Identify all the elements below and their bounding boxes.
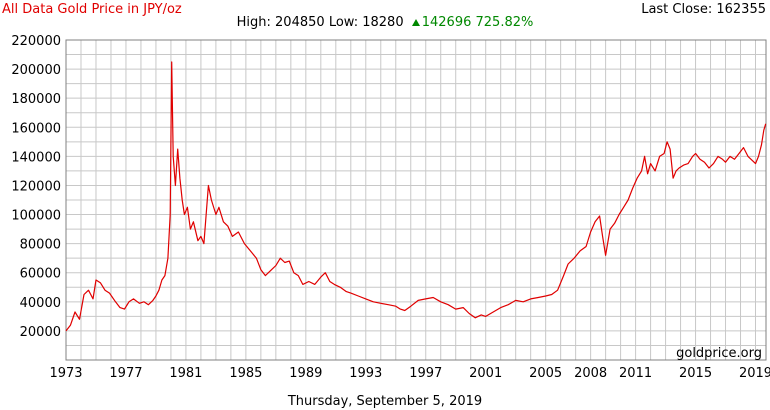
x-tick-label: 1973 bbox=[49, 366, 82, 381]
y-tick-label: 120000 bbox=[11, 179, 61, 194]
x-tick-label: 1985 bbox=[229, 366, 262, 381]
y-tick-label: 40000 bbox=[20, 296, 61, 311]
y-tick-label: 100000 bbox=[11, 209, 61, 224]
x-tick-label: 2008 bbox=[574, 366, 607, 381]
x-tick-label: 1981 bbox=[169, 366, 202, 381]
y-tick-label: 180000 bbox=[11, 92, 61, 107]
axis-ticks: 20000 40000 60000 80000 100000 120000 140000 16… bbox=[11, 34, 770, 381]
y-tick-label: 60000 bbox=[20, 267, 61, 282]
x-tick-label: 2019 bbox=[739, 366, 770, 381]
y-tick-label: 160000 bbox=[11, 121, 61, 136]
x-tick-label: 1993 bbox=[349, 366, 382, 381]
high-label: High: bbox=[236, 15, 271, 30]
last-close-value: 162355 bbox=[716, 2, 766, 17]
x-tick-label: 1977 bbox=[109, 366, 142, 381]
y-tick-label: 200000 bbox=[11, 63, 61, 78]
watermark-text: goldprice.org bbox=[676, 346, 762, 361]
plot-area bbox=[65, 39, 767, 361]
x-tick-label: 2001 bbox=[469, 366, 502, 381]
chart-date: Thursday, September 5, 2019 bbox=[287, 394, 483, 409]
low-label: Low: bbox=[328, 15, 359, 30]
low-value: 18280 bbox=[362, 15, 404, 30]
high-value: 204850 bbox=[275, 15, 325, 30]
price-stats: High: 204850 Low: 18280 142696 725.82% bbox=[0, 15, 770, 30]
change-value: 142696 bbox=[421, 15, 472, 30]
up-triangle-icon bbox=[411, 18, 420, 26]
last-close-label: Last Close: bbox=[641, 2, 713, 17]
x-tick-label: 1997 bbox=[409, 366, 442, 381]
x-tick-label: 2011 bbox=[619, 366, 652, 381]
y-tick-label: 220000 bbox=[11, 34, 61, 49]
change-percent: 725.82% bbox=[475, 15, 534, 30]
y-tick-label: 80000 bbox=[20, 238, 61, 253]
last-close: Last Close: 162355 bbox=[641, 2, 766, 17]
chart-title: All Data Gold Price in JPY/oz bbox=[2, 2, 182, 17]
x-tick-label: 2005 bbox=[529, 366, 562, 381]
x-tick-label: 2015 bbox=[679, 366, 712, 381]
x-tick-label: 1989 bbox=[289, 366, 322, 381]
y-tick-label: 20000 bbox=[20, 325, 61, 340]
gold-price-series-line bbox=[65, 61, 767, 332]
y-tick-label: 140000 bbox=[11, 150, 61, 165]
